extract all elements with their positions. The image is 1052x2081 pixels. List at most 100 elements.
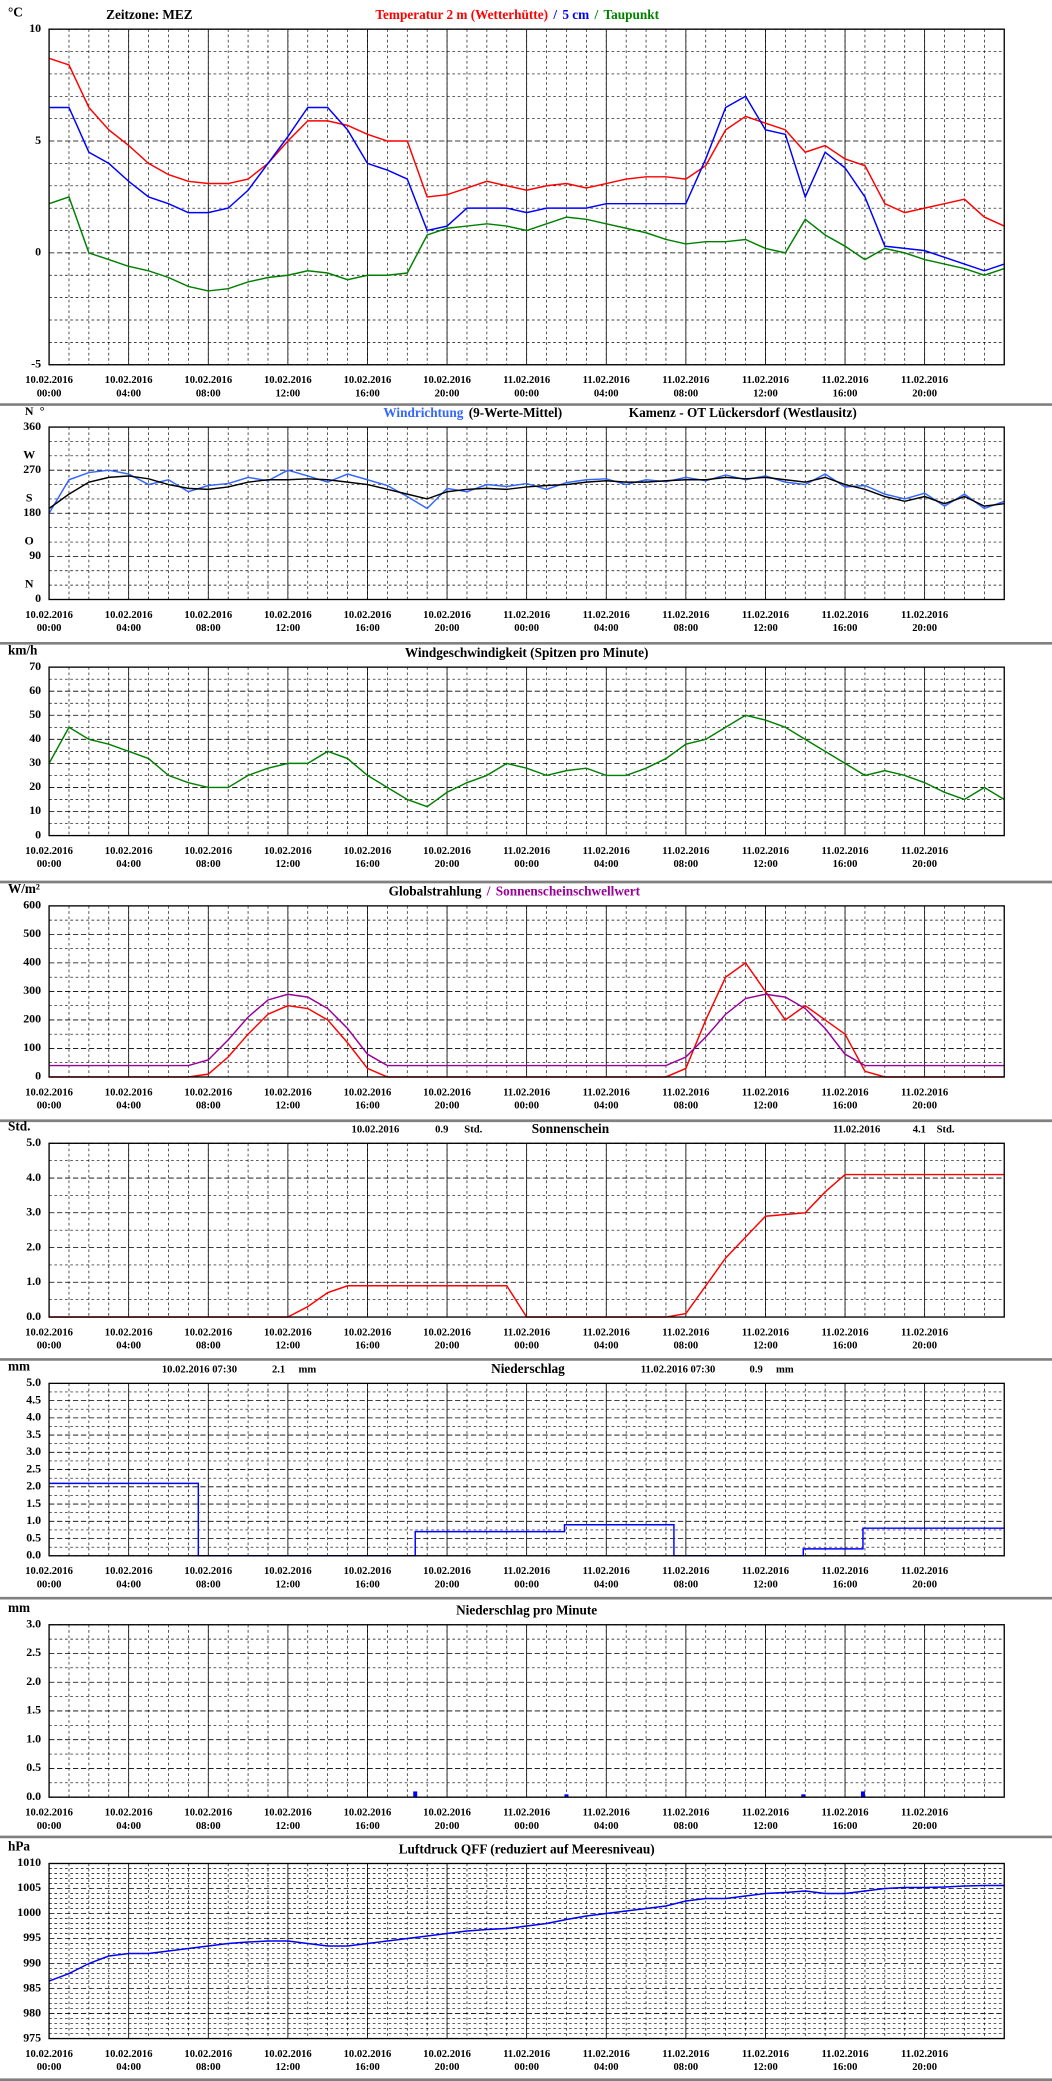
x-tick-label: 20:00: [435, 859, 460, 870]
x-tick-date: 10.02.2016: [25, 1808, 73, 1819]
y-tick-label: 4.0: [26, 1410, 41, 1424]
y-axis-label: W/m²: [8, 881, 40, 896]
x-tick-label: 20:00: [435, 1579, 460, 1590]
x-tick-date: 10.02.2016: [423, 1087, 471, 1098]
total-unit: Std.: [464, 1124, 482, 1135]
x-tick-date: 10.02.2016: [423, 2049, 471, 2060]
x-tick-label: 08:00: [196, 1579, 221, 1590]
data-line: [48, 469, 1005, 514]
y-tick-direction: N: [25, 404, 34, 418]
x-tick-label: 12:00: [275, 1341, 300, 1352]
x-tick-label: 20:00: [435, 2062, 460, 2073]
y-tick-label: 300: [23, 983, 41, 997]
x-tick-date: 11.02.2016: [583, 1566, 630, 1577]
x-tick-date: 10.02.2016: [423, 1566, 471, 1577]
x-tick-date: 11.02.2016: [742, 610, 789, 621]
x-tick-label: 08:00: [673, 859, 698, 870]
plot-frame: [48, 1862, 1005, 2040]
x-tick-date: 10.02.2016: [344, 610, 392, 621]
x-tick-date: 10.02.2016: [25, 1566, 73, 1577]
x-tick-date: 11.02.2016: [583, 1808, 630, 1819]
x-tick-date: 10.02.2016: [344, 375, 392, 386]
x-tick-date: 10.02.2016: [423, 846, 471, 857]
x-tick-label: 16:00: [833, 859, 858, 870]
y-tick-direction: O: [25, 534, 34, 548]
x-tick-label: 16:00: [833, 623, 858, 634]
y-axis-label: km/h: [8, 642, 38, 657]
x-tick-date: 10.02.2016: [264, 610, 312, 621]
data-line: [49, 993, 1005, 1067]
y-tick-label: 1.5: [26, 1703, 41, 1717]
y-tick-label: 600: [23, 898, 41, 912]
y-tick-direction: S: [26, 490, 33, 504]
legend-entry: Taupunkt: [603, 7, 659, 22]
y-tick-label: 30: [29, 755, 41, 769]
x-tick-date: 10.02.2016: [105, 1087, 153, 1098]
x-tick-label: 00:00: [514, 2062, 539, 2073]
legend-entry: Globalstrahlung: [389, 884, 482, 899]
x-tick-date: 11.02.2016: [662, 1087, 709, 1098]
x-tick-label: 08:00: [673, 1821, 698, 1832]
x-tick-date: 11.02.2016: [901, 2049, 948, 2060]
y-tick-label: 2.0: [26, 1479, 41, 1493]
total-date: 11.02.2016 07:30: [641, 1365, 716, 1376]
x-tick-date: 10.02.2016: [264, 1087, 312, 1098]
x-tick-label: 08:00: [196, 1821, 221, 1832]
y-tick-label: 2.0: [26, 1239, 41, 1253]
x-tick-date: 10.02.2016: [423, 1327, 471, 1338]
legend-separator: /: [486, 884, 491, 899]
y-tick-label: 995: [23, 1930, 41, 1944]
data-line: [48, 714, 1005, 808]
x-tick-date: 10.02.2016: [25, 1087, 73, 1098]
x-tick-date: 11.02.2016: [742, 1327, 789, 1338]
x-tick-label: 12:00: [753, 1579, 778, 1590]
x-tick-label: 08:00: [196, 859, 221, 870]
x-tick-label: 00:00: [514, 1579, 539, 1590]
x-tick-label: 16:00: [355, 2062, 380, 2073]
y-tick-label: 0.5: [26, 1760, 41, 1774]
y-tick-label: 40: [29, 731, 41, 745]
x-tick-date: 10.02.2016: [25, 375, 73, 386]
x-tick-date: 11.02.2016: [662, 375, 709, 386]
x-tick-date: 10.02.2016: [264, 846, 312, 857]
x-tick-label: 12:00: [753, 859, 778, 870]
x-tick-label: 04:00: [116, 2062, 141, 2073]
y-tick-label: 90: [29, 548, 41, 562]
bar: [413, 1791, 418, 1798]
plot-frame: [48, 1142, 1005, 1318]
x-tick-date: 10.02.2016: [105, 375, 153, 386]
x-tick-date: 11.02.2016: [583, 2049, 630, 2060]
y-tick-label: 0: [35, 827, 41, 841]
x-tick-label: 04:00: [116, 388, 141, 399]
x-tick-label: 08:00: [673, 388, 698, 399]
x-tick-date: 11.02.2016: [901, 1087, 948, 1098]
data-line: [48, 1884, 1005, 1982]
y-tick-label: -5: [31, 356, 41, 370]
x-tick-date: 11.02.2016: [503, 846, 550, 857]
x-tick-label: 12:00: [275, 2062, 300, 2073]
x-tick-label: 00:00: [514, 388, 539, 399]
total-value: 4.1: [913, 1124, 926, 1135]
y-tick-label: 4.5: [26, 1392, 41, 1406]
x-tick-label: 12:00: [753, 1341, 778, 1352]
x-tick-date: 11.02.2016: [901, 610, 948, 621]
x-tick-label: 16:00: [355, 1579, 380, 1590]
x-tick-date: 10.02.2016: [344, 1087, 392, 1098]
x-tick-date: 10.02.2016: [344, 2049, 392, 2060]
x-tick-label: 00:00: [514, 1341, 539, 1352]
x-tick-date: 10.02.2016: [184, 1327, 232, 1338]
x-tick-label: 04:00: [594, 1579, 619, 1590]
x-tick-label: 04:00: [116, 1579, 141, 1590]
x-tick-date: 11.02.2016: [662, 2049, 709, 2060]
plot-frame: [48, 426, 1005, 601]
x-tick-label: 12:00: [753, 623, 778, 634]
plot-frame: [48, 666, 1005, 837]
x-tick-date: 11.02.2016: [742, 846, 789, 857]
x-tick-label: 04:00: [594, 1821, 619, 1832]
x-tick-date: 11.02.2016: [583, 1087, 630, 1098]
chart-title: Sonnenschein: [532, 1121, 610, 1136]
y-axis-label: mm: [8, 1600, 30, 1615]
x-tick-label: 08:00: [196, 1101, 221, 1112]
x-tick-label: 12:00: [275, 859, 300, 870]
x-tick-date: 10.02.2016: [105, 2049, 153, 2060]
